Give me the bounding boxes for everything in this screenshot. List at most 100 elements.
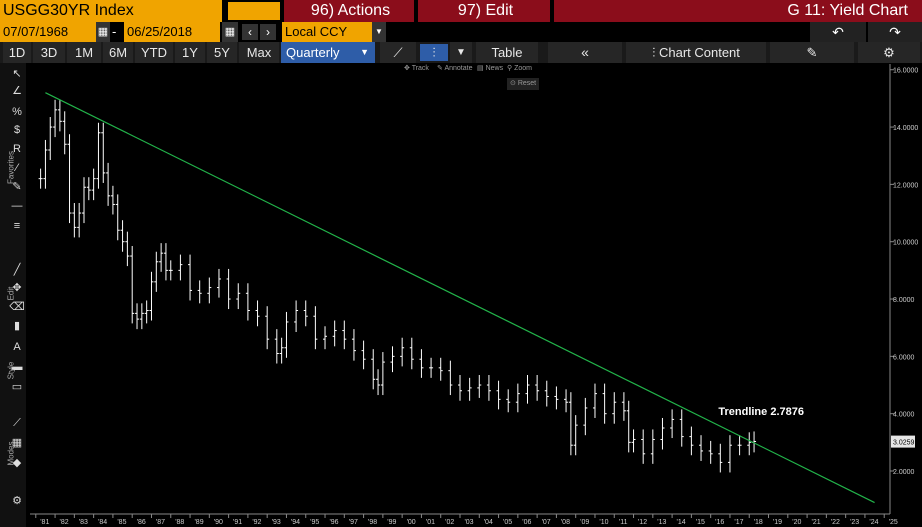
x-tick-label: '84	[98, 519, 107, 526]
frequency-select[interactable]: Quarterly ▼	[281, 42, 375, 63]
horizontal-line-icon[interactable]: —	[11, 200, 23, 212]
x-tick-label: '11	[619, 519, 628, 526]
news-label: News	[485, 65, 504, 72]
x-tick-label: '22	[831, 519, 840, 526]
x-tick-label: '93	[272, 519, 281, 526]
end-calendar-icon[interactable]: ▦	[222, 22, 238, 42]
end-date-field[interactable]: 06/25/2018	[124, 22, 220, 42]
period-5y[interactable]: 5Y	[207, 42, 237, 63]
undo-icon[interactable]: ↶	[810, 22, 866, 42]
x-tick-label: '20	[792, 519, 801, 526]
x-tick-label: '83	[79, 519, 88, 526]
fib-icon[interactable]: ≡	[13, 220, 21, 232]
x-tick-label: '24	[869, 519, 878, 526]
x-tick-label: '21	[812, 519, 821, 526]
next-period-icon[interactable]: ›	[260, 24, 276, 40]
prev-period-icon[interactable]: ‹	[242, 24, 258, 40]
x-tick-label: '25	[889, 519, 898, 526]
y-tick-label: 8.0000	[893, 297, 915, 304]
news-tool[interactable]: ▤ News	[477, 65, 504, 72]
y-tick-label: 12.0000	[893, 182, 918, 189]
x-tick-label: '98	[368, 519, 377, 526]
pencil-icon[interactable]: ✎	[12, 181, 22, 193]
x-tick-label: '23	[850, 519, 859, 526]
reset-button[interactable]: ⊙ Reset	[507, 78, 540, 90]
color-icon[interactable]: ◆	[12, 457, 22, 469]
period-toolbar: 1D 3D 1M 6M YTD 1Y 5Y Max Quarterly ▼ ⟋ …	[0, 42, 922, 63]
last-value-tag	[891, 435, 915, 448]
x-tick-label: '06	[522, 519, 531, 526]
thick-line-icon[interactable]: ▬	[11, 361, 23, 373]
last-value-label: 3.0259	[893, 440, 915, 447]
y-tick-label: 10.0000	[893, 240, 918, 247]
period-1m[interactable]: 1M	[67, 42, 101, 63]
annotate-tool[interactable]: ✎ Annotate	[437, 65, 473, 72]
cursor-icon[interactable]: ↖	[12, 68, 22, 80]
brush-icon[interactable]: ⁄	[16, 162, 18, 174]
y-tick-label: 16.0000	[893, 68, 918, 75]
x-tick-label: '81	[40, 519, 49, 526]
x-tick-label: '01	[426, 519, 435, 526]
x-tick-label: '89	[194, 519, 203, 526]
edit-label: 97) Edit	[457, 2, 514, 19]
chart-type-icon[interactable]: ⟋	[380, 42, 416, 63]
x-tick-label: '05	[503, 519, 512, 526]
bar-style-icon[interactable]: ⫶	[420, 44, 448, 61]
x-tick-label: '18	[754, 519, 763, 526]
dollar-icon[interactable]: $	[13, 124, 21, 136]
actions-menu[interactable]: 96) Actions	[284, 0, 414, 22]
eraser-icon[interactable]: ⌫	[9, 301, 25, 313]
period-max[interactable]: Max	[239, 42, 279, 63]
r-icon[interactable]: R	[13, 143, 21, 155]
track-tool[interactable]: ✥ Track	[404, 65, 429, 72]
text-icon[interactable]: A	[13, 341, 21, 353]
x-tick-label: '85	[117, 519, 126, 526]
currency-dropdown-icon[interactable]: ▼	[372, 22, 386, 42]
trash-icon[interactable]: ▮	[13, 320, 21, 332]
zoom-tool[interactable]: ⚲ Zoom	[507, 65, 532, 72]
settings-gear-icon[interactable]: ⚙	[858, 42, 920, 63]
percent-icon[interactable]: %	[12, 106, 22, 118]
line-icon[interactable]: ╱	[13, 264, 21, 276]
chart-content-icon: ⫶	[652, 45, 659, 60]
actions-label: 96) Actions	[310, 2, 391, 19]
x-tick-label: '03	[464, 519, 473, 526]
function-title: G 11: Yield Chart	[554, 0, 922, 22]
period-ytd[interactable]: YTD	[135, 42, 173, 63]
period-3d[interactable]: 3D	[33, 42, 65, 63]
period-1y[interactable]: 1Y	[175, 42, 205, 63]
x-tick-label: '15	[696, 519, 705, 526]
x-tick-label: '97	[349, 519, 358, 526]
period-6m[interactable]: 6M	[103, 42, 133, 63]
period-1d[interactable]: 1D	[3, 42, 31, 63]
grid-icon[interactable]: ▦	[11, 437, 23, 449]
edit-menu[interactable]: 97) Edit	[418, 0, 550, 22]
start-date-field[interactable]: 07/07/1968	[0, 22, 96, 42]
y-tick-label: 2.0000	[893, 469, 915, 476]
settings-icon[interactable]: ⚙	[12, 495, 22, 507]
x-tick-label: '08	[561, 519, 570, 526]
start-calendar-icon[interactable]: ▦	[96, 22, 110, 42]
thin-line-icon[interactable]: ▭	[11, 381, 23, 393]
move-icon[interactable]: ✥	[12, 282, 22, 294]
redo-icon[interactable]: ↷	[868, 22, 922, 42]
ticker-field[interactable]: USGG30YR Index	[0, 0, 222, 22]
currency-select[interactable]: Local CCY	[282, 22, 372, 42]
x-tick-label: '16	[715, 519, 724, 526]
chart-content-button[interactable]: ⫶ Chart Content	[626, 42, 766, 63]
annotate-label: Annotate	[444, 65, 473, 72]
x-tick-label: '04	[484, 519, 493, 526]
x-tick-label: '94	[291, 519, 300, 526]
frequency-dropdown-icon: ▼	[360, 47, 369, 57]
x-tick-label: '96	[329, 519, 338, 526]
ticker-dropdown[interactable]	[228, 2, 280, 20]
ruler-icon[interactable]: ⟋	[13, 417, 21, 429]
chart-type-dropdown-icon[interactable]: ▼	[450, 42, 472, 63]
table-button[interactable]: Table	[476, 42, 538, 63]
y-tick-label: 4.0000	[893, 412, 915, 419]
reset-label: Reset	[517, 80, 537, 87]
edit-chart-icon[interactable]: ✎	[770, 42, 854, 63]
collapse-icon[interactable]: «	[548, 42, 622, 63]
line-draw-icon[interactable]: ∠	[12, 85, 22, 97]
